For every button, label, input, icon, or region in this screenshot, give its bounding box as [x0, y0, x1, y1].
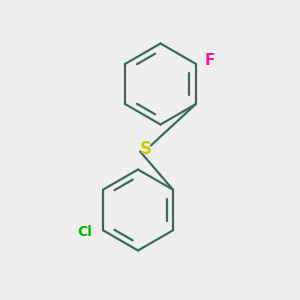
Text: F: F	[205, 53, 215, 68]
Text: Cl: Cl	[78, 225, 92, 239]
Text: S: S	[140, 140, 152, 158]
